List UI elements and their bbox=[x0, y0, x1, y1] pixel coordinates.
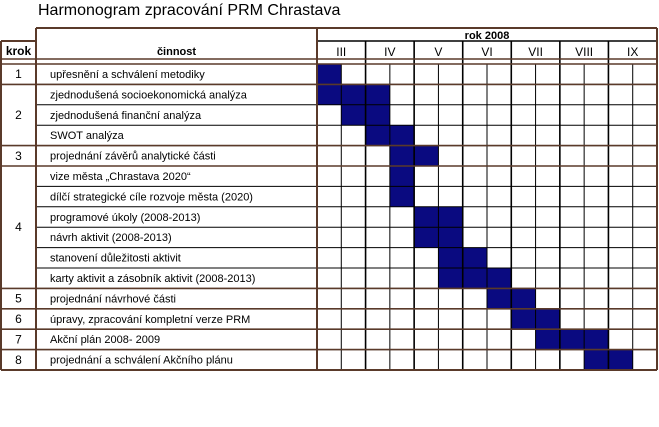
gantt-bar-cell bbox=[341, 104, 366, 126]
gantt-bar-cell bbox=[389, 186, 415, 207]
gantt-bar-cell bbox=[414, 145, 439, 166]
step-number: 8 bbox=[15, 353, 22, 367]
gantt-bar-cell bbox=[487, 288, 512, 309]
gantt-bar-cell bbox=[317, 64, 342, 85]
task-label: projednání a schválení Akčního plánu bbox=[50, 355, 233, 367]
step-number: 3 bbox=[15, 149, 22, 163]
task-label: vize města „Chrastava 2020“ bbox=[50, 171, 191, 183]
month-label: VI bbox=[481, 45, 492, 59]
gantt-bar-cell bbox=[511, 308, 536, 330]
gantt-bar-cell bbox=[487, 268, 512, 289]
step-number: 7 bbox=[15, 332, 22, 346]
gantt-bar-cell bbox=[389, 125, 415, 146]
task-label: SWOT analýza bbox=[50, 130, 125, 142]
task-label: zjednodušená finanční analýza bbox=[50, 110, 202, 122]
step-number: 2 bbox=[15, 108, 22, 122]
page-title: Harmonogram zpracování PRM Chrastava bbox=[38, 2, 341, 19]
month-label: III bbox=[336, 45, 346, 59]
month-label: V bbox=[434, 45, 442, 59]
gantt-bar-cell bbox=[438, 227, 463, 248]
task-label: návrh aktivit (2008-2013) bbox=[50, 232, 172, 244]
gantt-bar-cell bbox=[535, 308, 560, 330]
gantt-bar-cell bbox=[608, 349, 633, 370]
gantt-bar-cell bbox=[511, 288, 536, 309]
task-label: Akční plán 2008- 2009 bbox=[50, 334, 160, 346]
gantt-bar-cell bbox=[414, 206, 439, 228]
gantt-bar-cell bbox=[317, 84, 342, 105]
task-label: projednání závěrů analytické části bbox=[50, 151, 216, 163]
gantt-bar-cell bbox=[365, 84, 390, 105]
task-label: dílčí strategické cíle rozvoje města (20… bbox=[50, 191, 253, 203]
gantt-bar-cell bbox=[414, 227, 439, 248]
gantt-bar-cell bbox=[462, 247, 487, 268]
step-number: 5 bbox=[15, 292, 22, 306]
gantt-bar-cell bbox=[559, 329, 585, 350]
task-label: stanovení důležitosti aktivit bbox=[50, 253, 181, 265]
month-label: VII bbox=[528, 45, 543, 59]
gantt-bar-cell bbox=[584, 329, 609, 350]
month-label: VIII bbox=[575, 45, 593, 59]
gantt-bar-cell bbox=[389, 145, 415, 166]
task-label: programové úkoly (2008-2013) bbox=[50, 212, 200, 224]
step-number: 1 bbox=[15, 67, 22, 81]
step-number: 6 bbox=[15, 312, 22, 326]
task-label: projednání návrhové části bbox=[50, 293, 176, 305]
header-krok: krok bbox=[6, 44, 32, 58]
gantt-bar-cell bbox=[438, 247, 463, 268]
month-label: IV bbox=[384, 45, 395, 59]
gantt-bar-cell bbox=[462, 268, 487, 289]
header-year: rok 2008 bbox=[465, 30, 510, 42]
task-label: zjednodušená socioekonomická analýza bbox=[50, 89, 248, 101]
month-label: IX bbox=[627, 45, 638, 59]
task-label: úpravy, zpracování kompletní verze PRM bbox=[50, 314, 250, 326]
gantt-bar-cell bbox=[365, 104, 390, 126]
header-cinnost: činnost bbox=[157, 46, 196, 58]
gantt-bar-cell bbox=[341, 84, 366, 105]
gantt-bar-cell bbox=[535, 329, 560, 350]
step-number: 4 bbox=[15, 220, 22, 234]
gantt-bar-cell bbox=[365, 125, 390, 146]
gantt-bar-cell bbox=[389, 166, 415, 187]
task-label: karty aktivit a zásobník aktivit (2008-2… bbox=[50, 273, 255, 285]
task-label: upřesnění a schválení metodiky bbox=[50, 69, 205, 81]
gantt-bar-cell bbox=[584, 349, 609, 370]
gantt-bar-cell bbox=[438, 268, 463, 289]
gantt-bar-cell bbox=[438, 206, 463, 228]
